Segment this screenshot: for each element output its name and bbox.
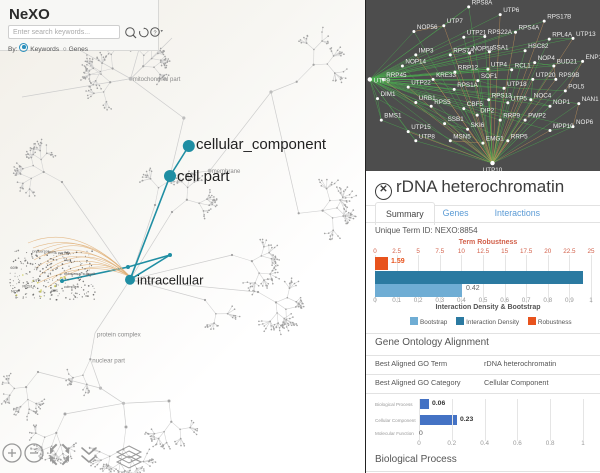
svg-text:SOF1: SOF1 [481,73,498,80]
svg-text:RRP12: RRP12 [458,65,479,72]
svg-text:NOC4: NOC4 [534,92,552,99]
svg-text:RRP5: RRP5 [511,133,528,140]
svg-text:UTP21: UTP21 [467,30,487,37]
svg-text:BMS1: BMS1 [384,113,402,120]
svg-text:complex: complex [64,284,79,289]
svg-text:RPS1A: RPS1A [457,82,478,89]
svg-text:RRP45: RRP45 [386,72,407,79]
svg-text:RPL4A: RPL4A [552,32,573,39]
svg-text:NOP1: NOP1 [553,99,571,106]
svg-text:nuclear part: nuclear part [92,358,125,365]
svg-text:cell part: cell part [177,168,230,185]
svg-text:UTP20: UTP20 [536,72,556,79]
svg-text:RPS17B: RPS17B [547,14,571,21]
svg-text:60S: 60S [10,265,17,270]
svg-text:SSA1: SSA1 [492,44,509,51]
svg-text:ENP1: ENP1 [586,54,600,61]
svg-text:KR28A: KR28A [58,251,71,256]
svg-text:UTP8: UTP8 [419,133,436,140]
svg-text:DIM1: DIM1 [381,91,397,98]
svg-text:RPS5: RPS5 [434,99,451,106]
svg-text:POL5: POL5 [568,83,585,90]
svg-text:UTP6: UTP6 [503,7,520,14]
svg-text:UTP5: UTP5 [511,95,528,102]
svg-text:ribosomal subunit: ribosomal subunit [64,271,96,276]
svg-text:NOP58: NOP58 [473,46,494,53]
svg-text:UTP22: UTP22 [411,80,431,87]
svg-text:RPS4A: RPS4A [519,25,540,32]
svg-text:RPS1A: RPS1A [22,283,35,288]
svg-text:intracellular: intracellular [137,273,204,288]
svg-text:NAN1: NAN1 [582,96,599,103]
svg-text:PWP2: PWP2 [528,113,546,120]
svg-text:NOP4: NOP4 [538,55,556,62]
svg-text:UTP13: UTP13 [576,31,596,38]
svg-text:SSB1: SSB1 [448,116,465,123]
svg-text:RRP9: RRP9 [503,113,520,120]
svg-text:UTP: UTP [33,278,41,283]
svg-text:UTP4: UTP4 [491,62,508,69]
svg-text:EMG1: EMG1 [486,136,504,143]
svg-text:SKI6: SKI6 [471,122,485,129]
svg-text:HSC82: HSC82 [528,43,549,50]
svg-text:IMP3: IMP3 [419,47,434,54]
svg-text:mitochondrial part: mitochondrial part [133,77,181,83]
svg-text:KRE33: KRE33 [436,72,456,79]
svg-text:protein complex: protein complex [97,332,142,339]
svg-text:RPS22A: RPS22A [488,29,513,36]
svg-text:RPS8A: RPS8A [472,0,493,6]
svg-text:MPP10: MPP10 [553,123,574,130]
svg-text:RPS9B: RPS9B [559,72,580,79]
svg-text:MSN5: MSN5 [453,133,471,140]
svg-text:RPS13: RPS13 [492,92,512,99]
svg-text:UTP18: UTP18 [507,81,527,88]
svg-text:?: ? [153,31,156,37]
svg-text:NOP14: NOP14 [405,59,426,66]
svg-text:cellular_component: cellular_component [196,136,327,153]
svg-text:NOP: NOP [11,288,20,293]
svg-text:UTP7: UTP7 [447,18,464,25]
svg-text:BUD21: BUD21 [557,59,578,66]
svg-text:NOP6: NOP6 [576,119,594,126]
svg-text:RCL1: RCL1 [515,62,532,69]
svg-text:BMS: BMS [48,250,57,255]
svg-text:DIP2: DIP2 [480,108,494,115]
svg-text:UTP15: UTP15 [411,124,431,131]
svg-text:40S: 40S [51,288,58,293]
svg-text:NOP56: NOP56 [417,24,438,31]
